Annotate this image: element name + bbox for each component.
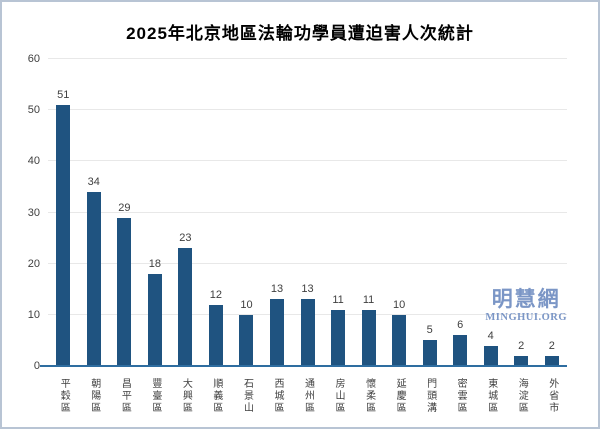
x-category-label: 外省市	[546, 378, 558, 414]
bar-value-label: 12	[209, 288, 223, 301]
bar-group: 51 平穀區	[48, 59, 79, 414]
bar-value-label: 10	[392, 298, 406, 311]
bar	[86, 192, 101, 366]
bar-value-label: 29	[118, 201, 131, 214]
gridline-30	[48, 211, 567, 213]
bar	[331, 309, 346, 366]
y-tick-label-0: 0	[33, 360, 40, 372]
bar-group: 34 朝陽區	[79, 59, 110, 414]
bar-group: 13 西城區	[262, 59, 293, 414]
y-tick-label-40: 40	[27, 155, 40, 168]
bar-group: 29 昌平區	[109, 59, 140, 414]
bar-value-label: 13	[301, 283, 314, 296]
y-tick-label-50: 50	[27, 104, 40, 117]
bar-value-label: 18	[148, 257, 161, 270]
bar	[147, 273, 162, 366]
x-category-label: 懷柔區	[363, 378, 375, 414]
gridline-40	[48, 160, 567, 162]
gridline-50	[48, 109, 567, 111]
x-category-label: 通州區	[302, 378, 314, 414]
bar-value-label: 4	[487, 329, 494, 342]
bar-group: 11 懷柔區	[353, 59, 384, 414]
bar-group: 2 海淀區	[506, 59, 537, 414]
bar-group: 2 外省市	[537, 59, 568, 414]
x-category-label: 豐臺區	[149, 378, 161, 414]
x-axis-line	[40, 365, 567, 367]
x-category-label: 昌平區	[119, 378, 131, 414]
bar-value-label: 13	[270, 283, 284, 296]
x-category-label: 朝陽區	[88, 378, 100, 414]
x-category-label: 大興區	[180, 378, 192, 414]
y-tick-label-20: 20	[27, 257, 40, 270]
x-category-label: 東城區	[485, 378, 497, 414]
chart-title: 2025年北京地區法輪功學員遭迫害人次統計	[126, 24, 474, 43]
bar-value-label: 5	[426, 324, 433, 337]
bar-group: 23 大興區	[170, 59, 201, 414]
x-category-label: 石景山	[241, 378, 253, 414]
bar-value-label: 2	[548, 339, 555, 352]
bar	[208, 304, 223, 366]
y-tick-label-10: 10	[27, 308, 40, 321]
bar	[514, 355, 529, 366]
x-category-label: 延慶區	[394, 378, 406, 414]
bars-layer: 51 平穀區 34 朝陽區 29 昌平區 18 豐臺區 23 大興區 12 順義區 10 石景山 13 西城區…	[48, 59, 568, 414]
bar-group: 11 房山區	[323, 59, 354, 414]
bar	[392, 314, 407, 366]
bar	[361, 309, 376, 366]
bar-value-label: 6	[457, 319, 464, 332]
bar-group: 12 順義區	[201, 59, 232, 414]
bar-value-label: 2	[518, 339, 525, 352]
x-category-label: 西城區	[271, 378, 283, 414]
bar	[117, 217, 132, 366]
bar	[269, 299, 284, 366]
bar-group: 5 門頭溝	[414, 59, 445, 414]
bar-group: 10 延慶區	[384, 59, 415, 414]
bar-group: 18 豐臺區	[140, 59, 171, 414]
x-category-label: 門頭溝	[424, 378, 436, 414]
x-category-label: 順義區	[210, 378, 222, 414]
bar-value-label: 11	[362, 293, 375, 306]
x-category-label: 房山區	[333, 378, 345, 414]
bar-value-label: 23	[179, 232, 192, 245]
bar-value-label: 11	[332, 293, 344, 306]
y-tick-label-30: 30	[27, 206, 40, 219]
bar	[483, 345, 498, 366]
plot-area: 0 10 20 30 40 50 60 51 平穀區 34 朝陽區 29 昌平區 18 豐臺區 23 大興區 1…	[28, 53, 568, 414]
x-category-label: 平穀區	[58, 378, 70, 414]
bar-value-label: 34	[87, 176, 100, 189]
bar	[453, 335, 468, 366]
y-tick-label-60: 60	[27, 53, 40, 65]
bar	[422, 340, 437, 366]
bar-value-label: 51	[57, 89, 70, 102]
gridline-60	[48, 58, 567, 59]
bar-group: 6 密雲區	[445, 59, 476, 414]
bar-group: 10 石景山	[231, 59, 262, 414]
gridline-20	[48, 262, 567, 264]
bar	[56, 105, 71, 366]
bar	[300, 299, 315, 366]
x-category-label: 海淀區	[516, 378, 528, 414]
bar-value-label: 10	[240, 298, 253, 311]
bar	[178, 248, 193, 366]
x-category-label: 密雲區	[455, 378, 467, 414]
bar-group: 4 東城區	[475, 59, 506, 414]
bar	[544, 355, 559, 366]
bar	[239, 314, 254, 366]
bar-group: 13 通州區	[292, 59, 323, 414]
